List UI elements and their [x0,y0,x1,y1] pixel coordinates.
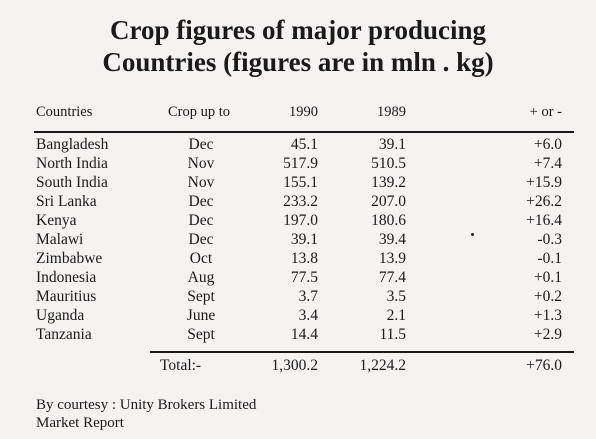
credit-line-2: Market Report [36,415,124,431]
cell-month: Nov [187,174,215,191]
cell-1990: 197.0 [283,212,318,229]
header-1990: 1990 [289,104,318,120]
cell-1989: 13.9 [378,250,406,267]
cell-1990: 3.4 [298,307,318,324]
header-1989: 1989 [377,104,406,120]
cell-1989: 39.1 [378,136,406,153]
cell-country: Sri Lanka [36,193,97,210]
cell-change: +15.9 [526,174,562,191]
cell-country: South India [36,174,108,191]
header-countries: Countries [36,104,93,120]
cell-1990: 13.8 [290,250,318,267]
cell-1989: 39.4 [378,231,406,248]
cell-change: +1.3 [533,307,562,324]
table-row: Zimbabwe Oct 13.8 13.9 -0.1 [0,250,596,270]
cell-1990: 39.1 [290,231,318,248]
cell-1989: 139.2 [371,174,406,191]
source-credit: By courtesy : Unity Brokers Limited Mark… [36,396,256,432]
cell-month: June [186,307,216,324]
cell-1989: 510.5 [371,155,406,172]
title-line-1: Crop figures of major producing [109,15,487,45]
cell-1990: 77.5 [290,269,318,286]
credit-line-1: By courtesy : Unity Brokers Limited [36,397,257,413]
cell-1990: 517.9 [283,155,318,172]
table-row: North India Nov 517.9 510.5 +7.4 [0,155,596,175]
cell-country: Kenya [36,212,77,229]
total-change: +76.0 [526,357,562,374]
print-speck [471,233,474,236]
table-row: Mauritius Sept 3.7 3.5 +0.2 [0,288,596,308]
cell-change: -0.1 [537,250,562,267]
cell-1989: 180.6 [371,212,406,229]
table-row: Malawi Dec 39.1 39.4 -0.3 [0,231,596,251]
cell-month: Nov [187,155,215,172]
cell-1989: 11.5 [379,326,406,343]
header-divider [34,131,574,133]
cell-month: Sept [187,326,215,343]
cell-month: Dec [188,212,214,229]
cell-1989: 2.1 [386,307,406,324]
cell-change: -0.3 [537,231,562,248]
table-row: Tanzania Sept 14.4 11.5 +2.9 [0,326,596,346]
table-row: Indonesia Aug 77.5 77.4 +0.1 [0,269,596,289]
table-header: Countries Crop up to 1990 1989 + or - [0,104,596,124]
cell-month: Oct [189,250,213,267]
cell-change: +0.1 [533,269,562,286]
cell-country: North India [36,155,108,172]
total-divider [150,351,574,353]
cell-change: +6.0 [533,136,562,153]
cell-country: Indonesia [36,269,97,286]
cell-change: +26.2 [526,193,562,210]
cell-change: +2.9 [533,326,562,343]
total-label: Total:- [160,357,202,374]
cell-country: Uganda [36,307,85,324]
cell-change: +16.4 [526,212,562,229]
cell-1990: 155.1 [283,174,318,191]
cell-1989: 207.0 [371,193,406,210]
cell-1990: 3.7 [298,288,318,305]
total-1989: 1,224.2 [359,357,407,374]
cell-month: Sept [187,288,215,305]
page-title: Crop figures of major producing Countrie… [0,14,596,78]
cell-country: Malawi [36,231,84,248]
table-row: Kenya Dec 197.0 180.6 +16.4 [0,212,596,232]
total-row: Total:- 1,300.2 1,224.2 +76.0 [0,357,596,377]
cell-1990: 233.2 [283,193,318,210]
cell-month: Dec [188,136,214,153]
cell-country: Zimbabwe [36,250,103,267]
cell-1989: 3.5 [386,288,406,305]
cell-1990: 45.1 [290,136,318,153]
table-row: South India Nov 155.1 139.2 +15.9 [0,174,596,194]
total-1990: 1,300.2 [271,357,319,374]
cell-country: Bangladesh [36,136,109,153]
cell-country: Tanzania [36,326,92,343]
header-crop-up-to: Crop up to [168,104,231,120]
cell-1989: 77.4 [378,269,406,286]
cell-month: Dec [188,231,214,248]
cell-month: Aug [187,269,215,286]
table-row: Bangladesh Dec 45.1 39.1 +6.0 [0,136,596,156]
title-line-2: Countries (figures are in mln . kg) [102,47,494,77]
cell-change: +7.4 [533,155,562,172]
table-row: Uganda June 3.4 2.1 +1.3 [0,307,596,327]
cell-country: Mauritius [36,288,97,305]
cell-1990: 14.4 [290,326,318,343]
header-change: + or - [529,104,562,120]
cell-month: Dec [188,193,214,210]
table-row: Sri Lanka Dec 233.2 207.0 +26.2 [0,193,596,213]
cell-change: +0.2 [533,288,562,305]
